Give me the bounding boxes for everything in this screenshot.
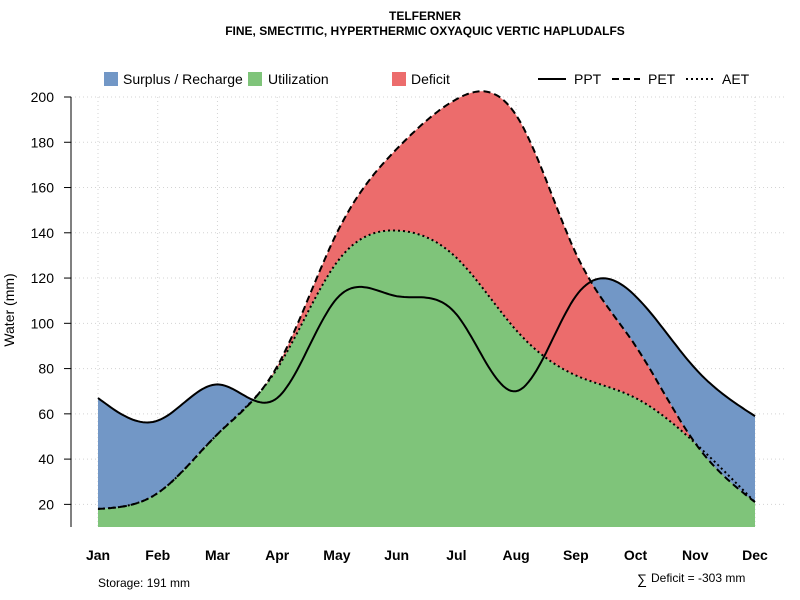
plot-areas xyxy=(98,91,755,527)
y-ticks: 20 40 60 80 100 120 140 160 180 200 xyxy=(31,89,71,512)
y-tick-label: 60 xyxy=(38,406,54,422)
x-tick-label: Feb xyxy=(145,547,170,563)
legend-label-surplus: Surplus / Recharge xyxy=(123,71,243,87)
x-tick-label: Jul xyxy=(446,547,466,563)
series-line-pet xyxy=(97,90,756,510)
deficit-area xyxy=(98,91,755,509)
legend-swatch-surplus xyxy=(104,72,118,86)
legend-swatch-utilization xyxy=(248,72,262,86)
x-tick-label: May xyxy=(323,547,350,563)
y-tick-label: 80 xyxy=(38,361,54,377)
x-tick-label: Sep xyxy=(563,547,589,563)
x-ticks: Jan Feb Mar Apr May Jun Jul Aug Sep Oct Nov Dec xyxy=(86,547,768,563)
y-tick-label: 140 xyxy=(31,225,55,241)
x-tick-label: Nov xyxy=(682,547,709,563)
legend-label-ppt: PPT xyxy=(574,71,602,87)
x-tick-label: Apr xyxy=(265,547,290,563)
x-tick-label: Aug xyxy=(502,547,529,563)
legend-label-utilization: Utilization xyxy=(268,71,329,87)
legend-swatch-deficit xyxy=(392,72,406,86)
y-tick-label: 200 xyxy=(31,89,55,105)
storage-note: Storage: 191 mm xyxy=(98,576,190,590)
x-tick-label: Dec xyxy=(742,547,768,563)
deficit-note: Deficit = -303 mm xyxy=(651,571,745,585)
axes: 20 40 60 80 100 120 140 160 180 200 Jan Feb Mar Apr M… xyxy=(31,89,768,563)
y-axis-label: Water (mm) xyxy=(1,273,17,346)
x-tick-label: Jan xyxy=(86,547,110,563)
x-tick-label: Oct xyxy=(624,547,648,563)
chart-title: TELFERNER xyxy=(389,9,461,23)
y-tick-label: 100 xyxy=(31,315,55,331)
deficit-sum-icon: ∑ xyxy=(637,571,647,587)
surplus-area xyxy=(98,91,755,509)
y-tick-label: 20 xyxy=(38,496,54,512)
utilization-area xyxy=(98,230,755,527)
y-tick-label: 40 xyxy=(38,451,54,467)
series-line-ppt xyxy=(97,277,756,424)
legend-label-deficit: Deficit xyxy=(411,71,450,87)
x-tick-label: Mar xyxy=(205,547,230,563)
legend: Surplus / Recharge Utilization Deficit P… xyxy=(104,71,750,87)
series-line-aet xyxy=(97,229,756,510)
x-tick-label: Jun xyxy=(384,547,409,563)
legend-label-aet: AET xyxy=(722,71,750,87)
y-tick-label: 180 xyxy=(31,134,55,150)
y-tick-label: 120 xyxy=(31,270,55,286)
chart-subtitle: FINE, SMECTITIC, HYPERTHERMIC OXYAQUIC V… xyxy=(225,24,625,38)
series-lines xyxy=(97,90,756,510)
y-tick-label: 160 xyxy=(31,180,55,196)
legend-label-pet: PET xyxy=(648,71,676,87)
